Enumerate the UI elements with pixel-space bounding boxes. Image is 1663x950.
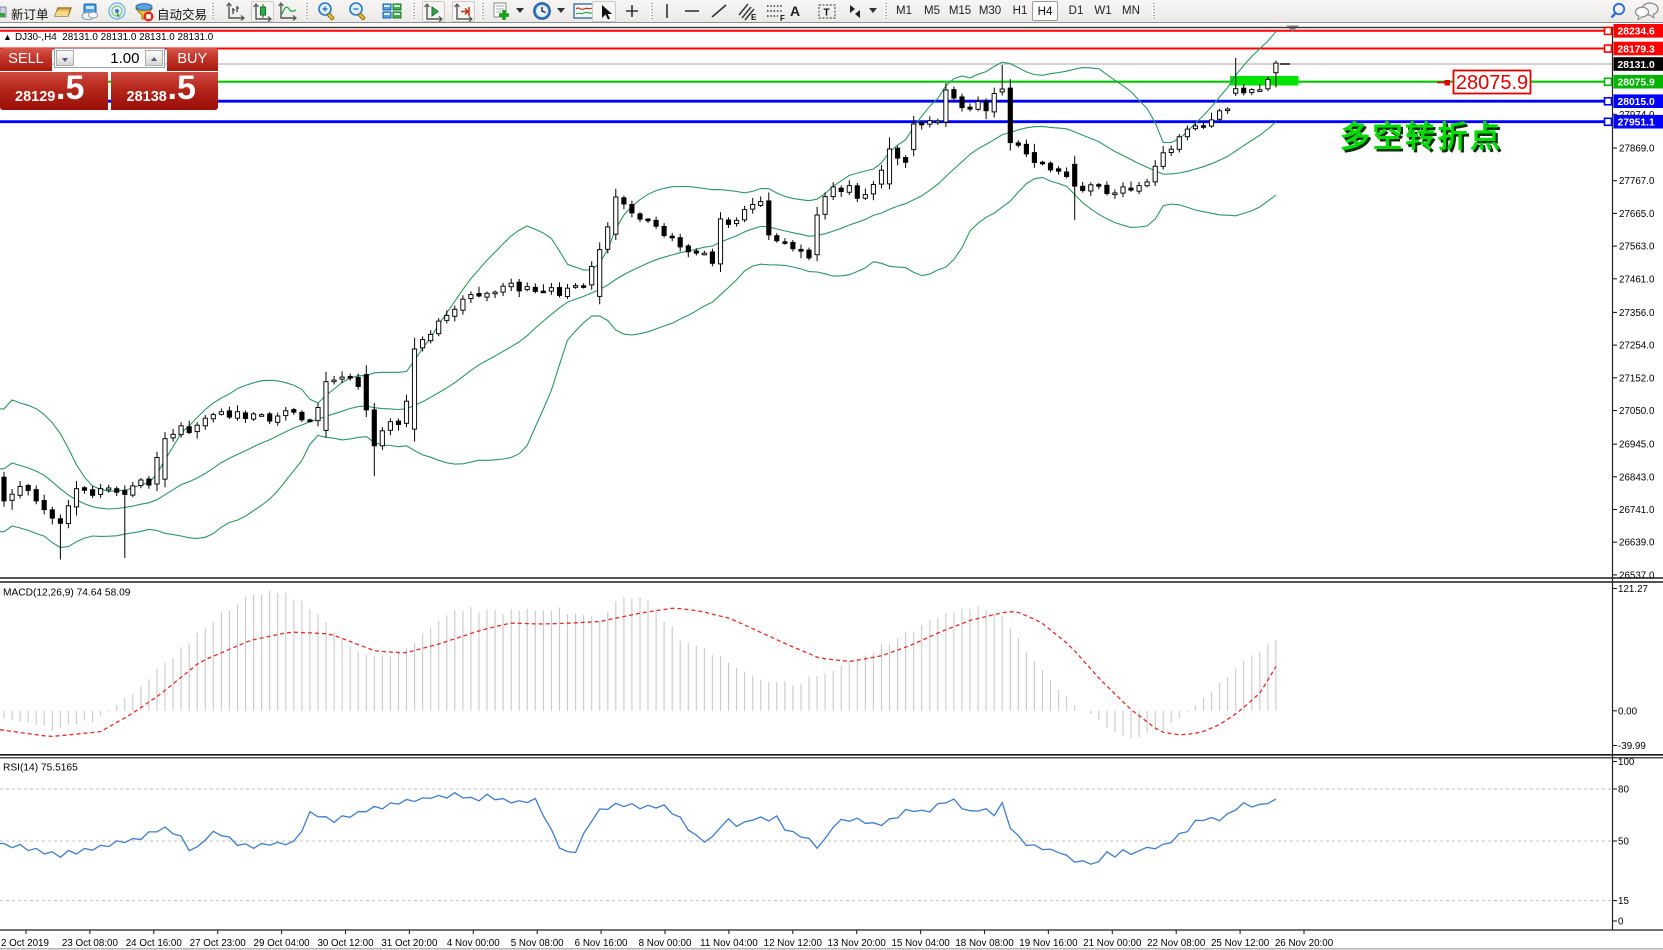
svg-text:26 Nov 20:00: 26 Nov 20:00 xyxy=(1275,938,1334,949)
svg-text:29 Oct 04:00: 29 Oct 04:00 xyxy=(254,938,311,949)
svg-text:5 Nov 08:00: 5 Nov 08:00 xyxy=(511,938,564,949)
svg-text:-39.99: -39.99 xyxy=(1618,741,1646,752)
svg-text:26639.0: 26639.0 xyxy=(1619,538,1655,549)
svg-text:25 Nov 12:00: 25 Nov 12:00 xyxy=(1211,938,1270,949)
svg-text:12 Nov 12:00: 12 Nov 12:00 xyxy=(764,938,823,949)
svg-text:27563.0: 27563.0 xyxy=(1619,242,1655,253)
svg-text:27951.1: 27951.1 xyxy=(1618,117,1655,128)
svg-text:T: T xyxy=(824,8,830,19)
svg-text:100: 100 xyxy=(1618,757,1635,768)
svg-text:RSI(14) 75.5165: RSI(14) 75.5165 xyxy=(3,763,78,774)
svg-text:21 Nov 00:00: 21 Nov 00:00 xyxy=(1083,938,1142,949)
svg-text:27767.0: 27767.0 xyxy=(1619,176,1655,187)
svg-text:28015.0: 28015.0 xyxy=(1618,97,1655,108)
svg-text:27461.0: 27461.0 xyxy=(1619,274,1655,285)
svg-text:19 Nov 16:00: 19 Nov 16:00 xyxy=(1019,938,1078,949)
svg-text:31 Oct 20:00: 31 Oct 20:00 xyxy=(381,938,438,949)
svg-text:DJ30-,H4 28131.0 28131.0 2813: DJ30-,H4 28131.0 28131.0 28131.0 28131.0 xyxy=(15,32,214,43)
svg-text:27050.0: 27050.0 xyxy=(1619,406,1655,417)
svg-text:2 Oct 2019: 2 Oct 2019 xyxy=(1,938,49,949)
svg-text:50: 50 xyxy=(1618,837,1629,848)
svg-text:26843.0: 26843.0 xyxy=(1619,472,1655,483)
svg-text:4 Nov 00:00: 4 Nov 00:00 xyxy=(447,938,500,949)
svg-text:27356.0: 27356.0 xyxy=(1619,308,1655,319)
svg-text:0: 0 xyxy=(1618,917,1624,928)
svg-text:26945.0: 26945.0 xyxy=(1619,440,1655,451)
svg-text:MACD(12,26,9) 74.64 58.09: MACD(12,26,9) 74.64 58.09 xyxy=(3,588,131,599)
svg-text:11 Nov 04:00: 11 Nov 04:00 xyxy=(700,938,758,949)
svg-text:27152.0: 27152.0 xyxy=(1619,373,1655,384)
svg-text:8 Nov 00:00: 8 Nov 00:00 xyxy=(639,938,692,949)
svg-text:28075.9: 28075.9 xyxy=(1618,77,1655,88)
svg-text:28179.3: 28179.3 xyxy=(1618,44,1655,55)
svg-text:0.00: 0.00 xyxy=(1618,706,1638,717)
svg-text:27665.0: 27665.0 xyxy=(1619,209,1655,220)
svg-text:6 Nov 16:00: 6 Nov 16:00 xyxy=(575,938,628,949)
svg-text:13 Nov 20:00: 13 Nov 20:00 xyxy=(828,938,887,949)
svg-text:28234.6: 28234.6 xyxy=(1618,27,1655,38)
svg-text:多空转折点: 多空转折点 xyxy=(1342,123,1505,156)
svg-text:27869.0: 27869.0 xyxy=(1619,144,1655,155)
svg-text:80: 80 xyxy=(1618,785,1629,796)
svg-text:27254.0: 27254.0 xyxy=(1619,341,1655,352)
svg-text:26741.0: 26741.0 xyxy=(1619,505,1655,516)
svg-text:18 Nov 08:00: 18 Nov 08:00 xyxy=(955,938,1014,949)
svg-text:23 Oct 08:00: 23 Oct 08:00 xyxy=(62,938,119,949)
svg-text:22 Nov 08:00: 22 Nov 08:00 xyxy=(1147,938,1206,949)
svg-text:24 Oct 16:00: 24 Oct 16:00 xyxy=(126,938,183,949)
svg-text:15: 15 xyxy=(1618,896,1629,907)
svg-text:26537.0: 26537.0 xyxy=(1619,570,1655,581)
svg-text:15 Nov 04:00: 15 Nov 04:00 xyxy=(891,938,950,949)
svg-text:多空转折点: 多空转折点 xyxy=(1340,121,1503,154)
svg-text:▲: ▲ xyxy=(3,32,12,42)
svg-text:121.27: 121.27 xyxy=(1618,584,1648,595)
svg-text:30 Oct 12:00: 30 Oct 12:00 xyxy=(317,938,374,949)
svg-text:E: E xyxy=(751,13,757,22)
svg-text:27 Oct 23:00: 27 Oct 23:00 xyxy=(190,938,247,949)
svg-text:28131.0: 28131.0 xyxy=(1618,60,1655,71)
svg-text:F: F xyxy=(780,14,785,22)
svg-text:28075.9: 28075.9 xyxy=(1456,72,1528,94)
